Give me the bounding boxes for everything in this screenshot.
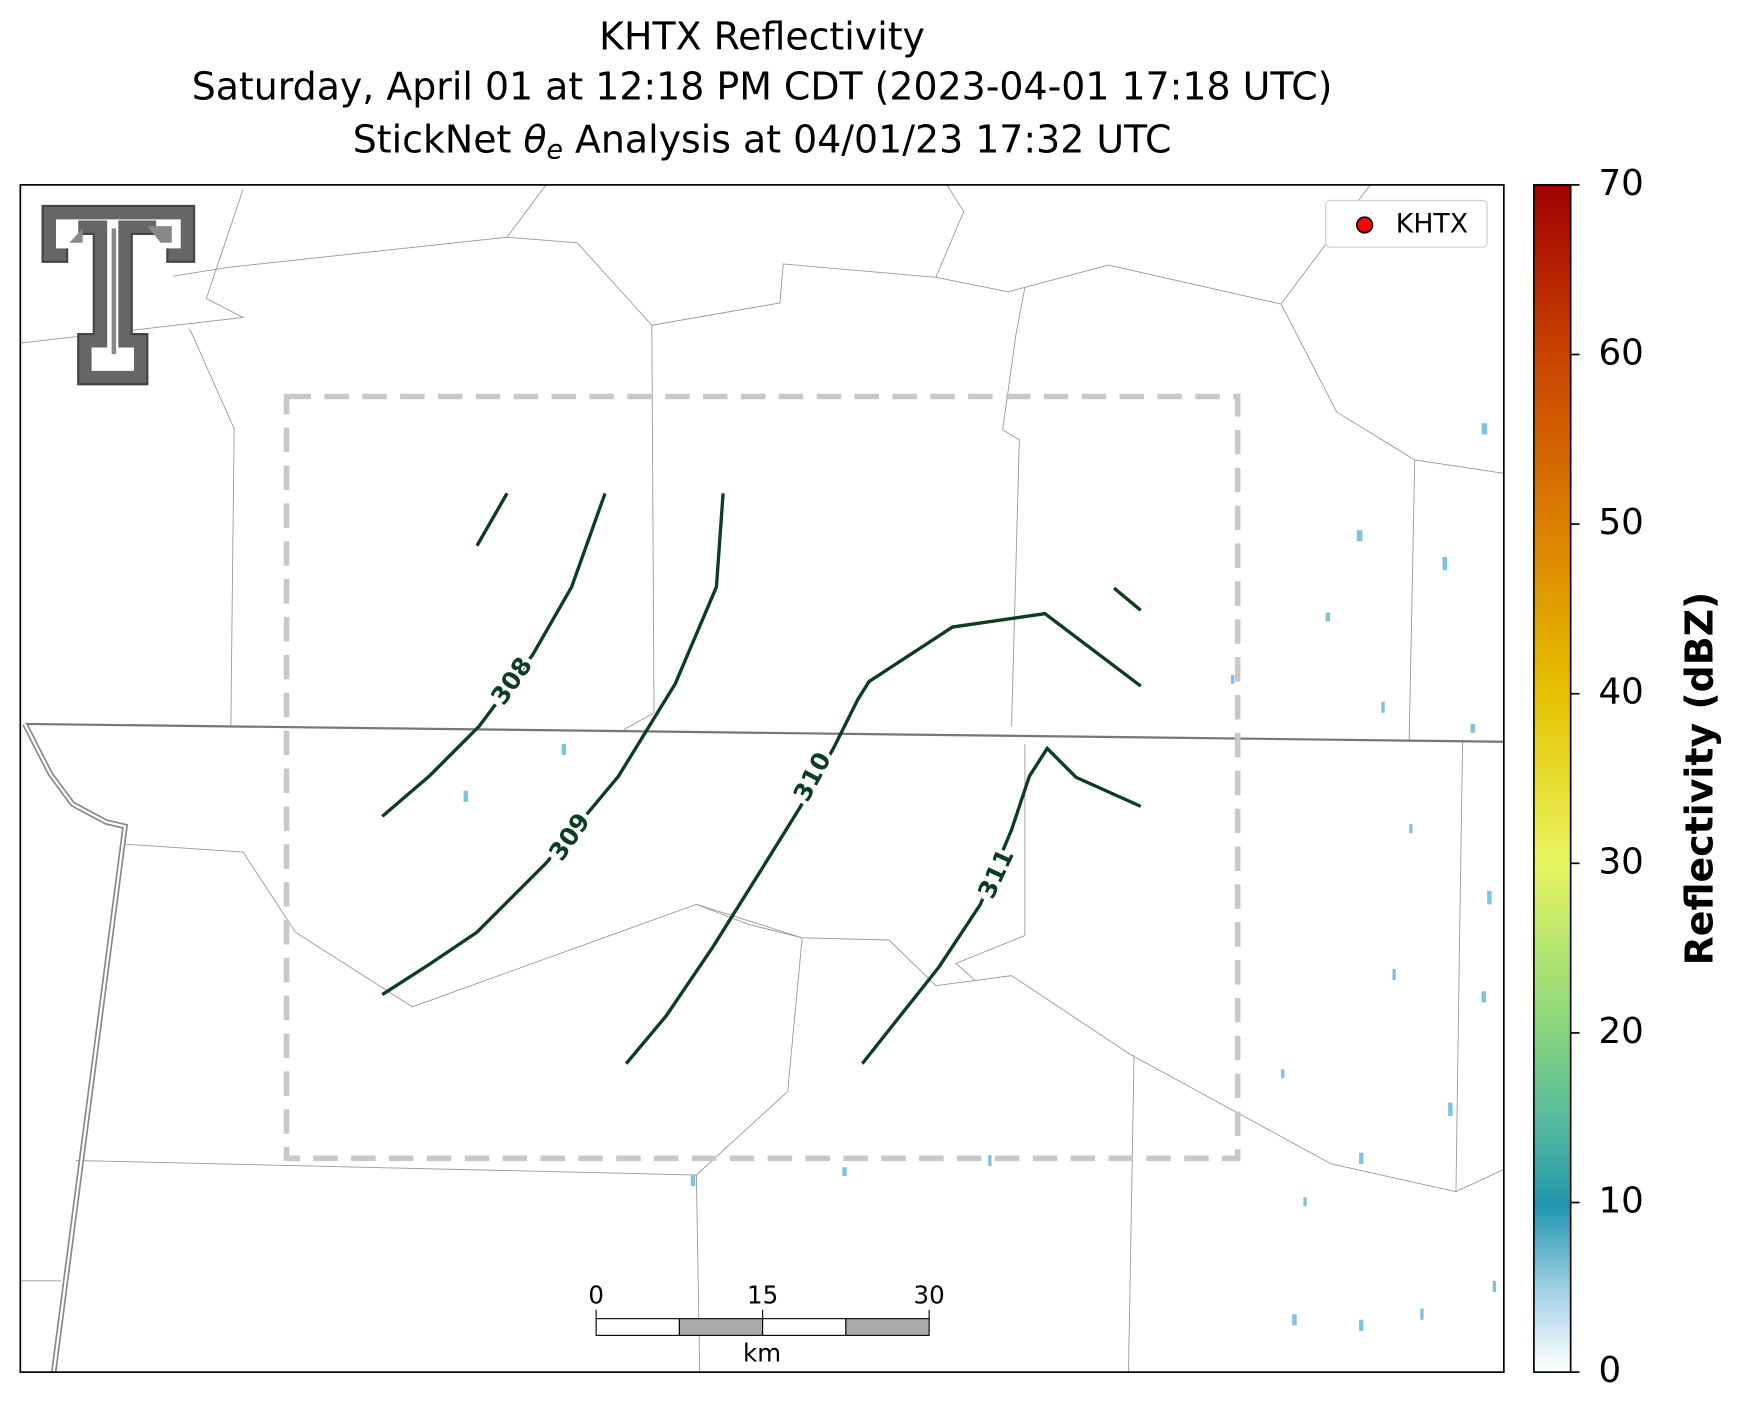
scale-segment bbox=[678, 1318, 764, 1336]
contour-line bbox=[475, 492, 509, 547]
theta: θ bbox=[523, 117, 546, 161]
colorbar-tick-label: 40 bbox=[1599, 672, 1644, 713]
legend-label: KHTX bbox=[1396, 208, 1468, 239]
scale-tick-label: 0 bbox=[588, 1280, 604, 1309]
subtitle: Saturday, April 01 at 12:18 PM CDT (2023… bbox=[192, 65, 1333, 109]
state-line bbox=[22, 722, 129, 1373]
colorbar-ramp bbox=[1533, 184, 1572, 1373]
map: 308 309 310 311 KHTX 0 15 30 km bbox=[20, 184, 1504, 1373]
title: KHTX Reflectivity bbox=[599, 14, 925, 58]
counties bbox=[20, 184, 1504, 1373]
title-part: StickNet bbox=[353, 117, 524, 161]
contours: 308 309 310 311 bbox=[381, 492, 1142, 1065]
colorbar-tick-label: 60 bbox=[1599, 332, 1644, 373]
state-line-inner bbox=[23, 723, 127, 1373]
radar-echoes bbox=[463, 423, 1497, 1331]
scale-segment bbox=[595, 1318, 680, 1336]
colorbar-tick-label: 10 bbox=[1599, 1181, 1644, 1222]
scale-tick-label: 30 bbox=[914, 1280, 945, 1309]
scale-segment bbox=[845, 1318, 930, 1336]
scale-unit: km bbox=[743, 1338, 781, 1367]
logo bbox=[41, 204, 196, 386]
legend: KHTX bbox=[1325, 199, 1488, 248]
contour-line bbox=[381, 492, 607, 818]
contour-line bbox=[381, 493, 725, 996]
map-frame bbox=[19, 184, 1505, 1373]
colorbar-label: Reflectivity (dBZ) bbox=[1678, 592, 1722, 966]
scale-bar: 0 15 30 km bbox=[588, 1280, 944, 1367]
contour-label: 311 bbox=[972, 844, 1020, 903]
state-line bbox=[24, 722, 1504, 743]
scale-segment bbox=[762, 1318, 847, 1336]
colorbar-tick-label: 50 bbox=[1599, 502, 1644, 543]
analysis-domain bbox=[283, 393, 1241, 1162]
legend-box bbox=[1325, 199, 1488, 248]
analysis-title: StickNet θe Analysis at 04/01/23 17:32 U… bbox=[353, 117, 1172, 165]
scale-tick-label: 15 bbox=[747, 1280, 778, 1309]
contour-line bbox=[1112, 586, 1142, 612]
subscript: e bbox=[547, 134, 563, 165]
colorbar-tick-label: 20 bbox=[1599, 1011, 1644, 1052]
title-part: Analysis at 04/01/23 17:32 UTC bbox=[563, 117, 1171, 161]
colorbar-tick-label: 0 bbox=[1599, 1350, 1622, 1391]
legend-marker bbox=[1355, 216, 1374, 234]
colorbar-tick-label: 30 bbox=[1599, 841, 1644, 882]
colorbar-tick-label: 70 bbox=[1599, 163, 1644, 204]
contour-line bbox=[861, 745, 1142, 1065]
colorbar: Reflectivity (dBZ) 0 10 20 30 40 50 60 70 bbox=[1533, 163, 1722, 1391]
contour-line bbox=[624, 611, 1142, 1065]
